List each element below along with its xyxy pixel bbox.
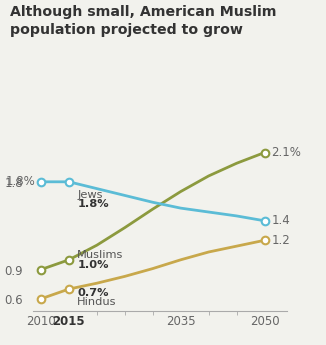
Text: 1.8%: 1.8%	[77, 199, 109, 209]
Text: 1.2: 1.2	[271, 234, 290, 247]
Text: Muslims: Muslims	[77, 250, 124, 260]
Text: 1.8%: 1.8%	[6, 175, 36, 188]
Text: Hindus: Hindus	[77, 297, 117, 307]
Text: Although small, American Muslim
population projected to grow: Although small, American Muslim populati…	[10, 5, 276, 37]
Text: 1.4: 1.4	[271, 214, 290, 227]
Text: Jews: Jews	[77, 190, 103, 200]
Text: 1.0%: 1.0%	[77, 260, 109, 270]
Text: 0.7%: 0.7%	[77, 288, 109, 298]
Text: 2.1%: 2.1%	[271, 146, 301, 159]
